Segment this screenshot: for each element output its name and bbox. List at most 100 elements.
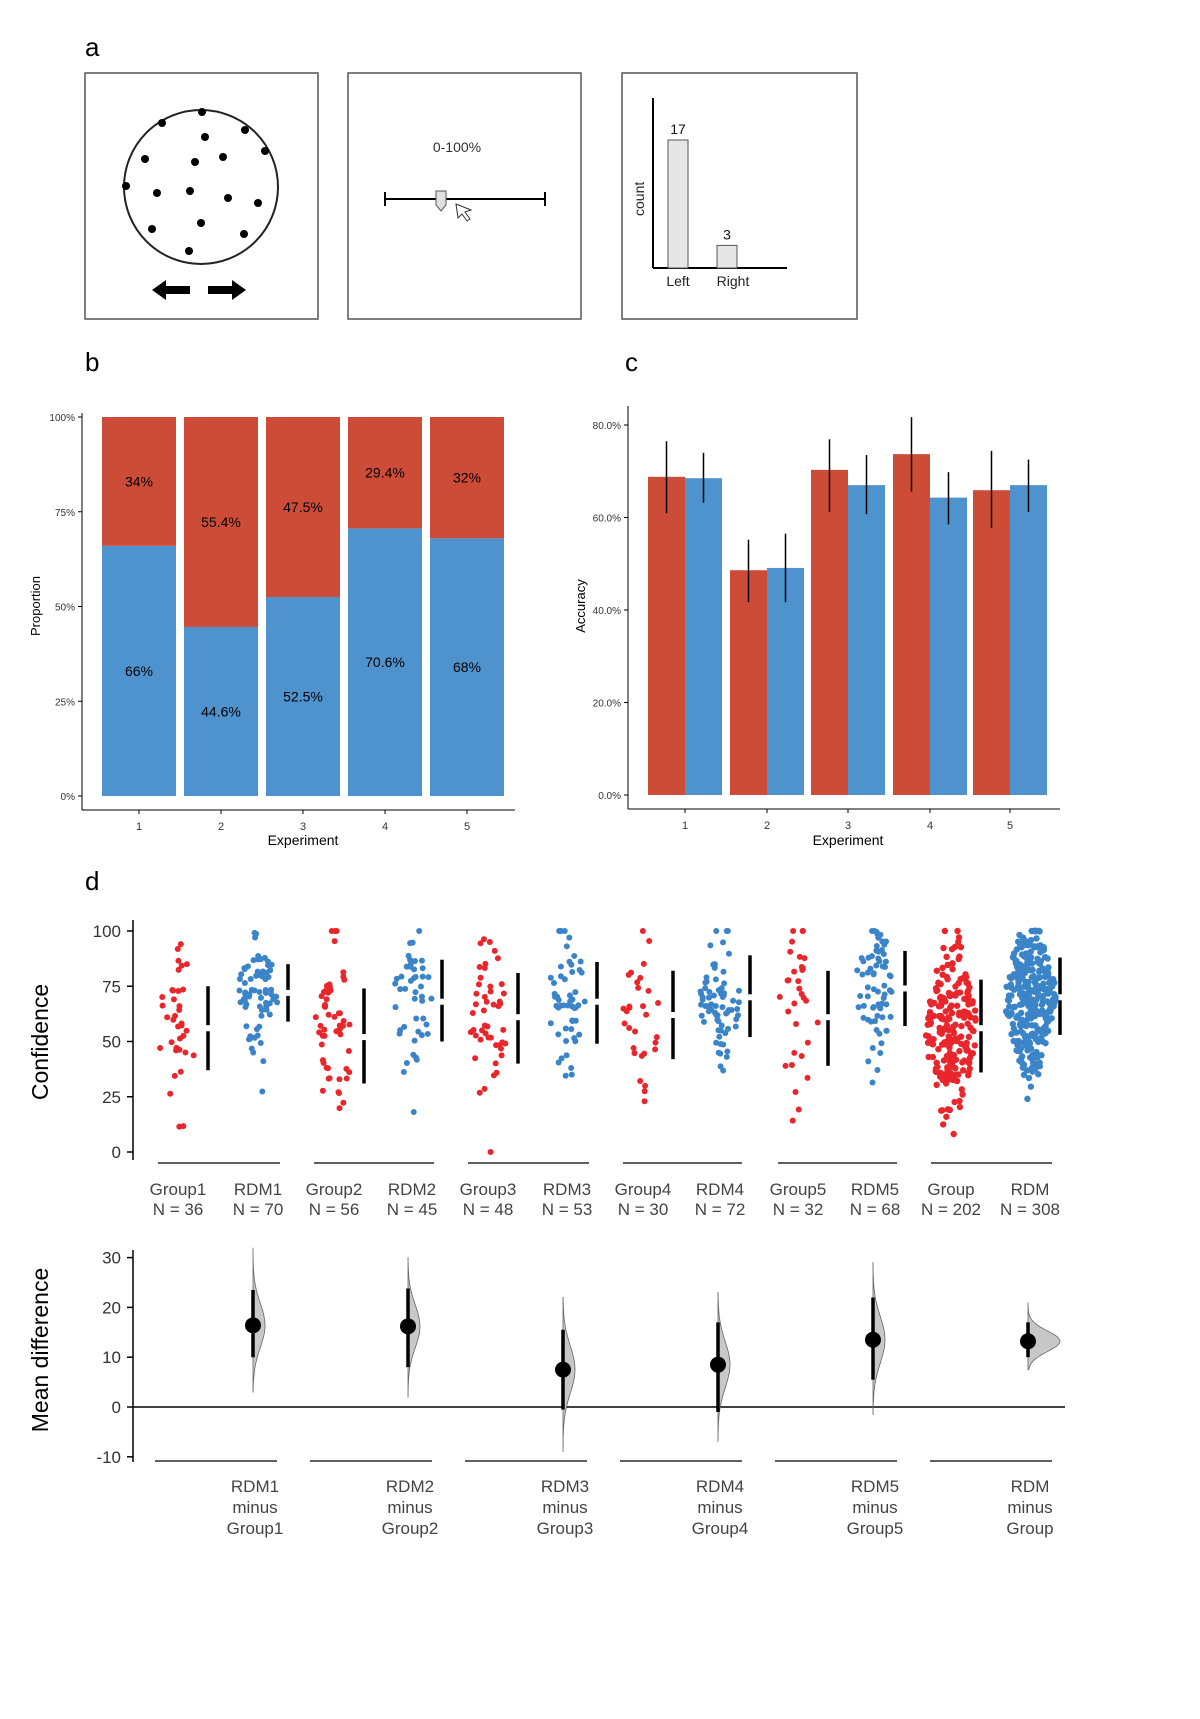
y-tick-label: 20 — [102, 1298, 121, 1317]
data-point — [1022, 983, 1030, 990]
comparison-label: RDM4 — [696, 1477, 744, 1496]
data-point — [257, 1039, 264, 1046]
bar-blue-exp5 — [1010, 485, 1047, 795]
data-point — [878, 1040, 885, 1047]
data-point — [706, 988, 713, 995]
stimulus-dot — [219, 153, 227, 161]
data-point — [318, 1041, 325, 1048]
data-point — [159, 1002, 166, 1009]
left-arrow-icon — [152, 280, 190, 300]
data-point — [335, 1089, 342, 1096]
data-point — [946, 1015, 953, 1023]
hist-x-label: Left — [666, 273, 689, 289]
swarm-group3 — [467, 936, 509, 1155]
data-point — [1035, 1071, 1042, 1078]
data-point — [795, 1106, 802, 1113]
data-point — [969, 1027, 976, 1034]
data-point — [321, 1026, 328, 1033]
data-point — [949, 960, 956, 967]
data-point — [410, 1051, 417, 1058]
data-point — [972, 1017, 979, 1024]
mean-difference-point — [245, 1317, 261, 1334]
data-point — [241, 980, 248, 987]
data-label-red: 29.4% — [365, 465, 405, 481]
data-point — [1044, 973, 1052, 980]
stimulus-dot — [191, 158, 199, 166]
slider-range-label: 0-100% — [433, 139, 481, 155]
data-point — [954, 927, 961, 935]
data-point — [320, 1059, 327, 1066]
comparison-label: Group2 — [382, 1519, 439, 1538]
slider-box — [347, 72, 582, 320]
comparison-label: minus — [542, 1498, 587, 1517]
data-point — [864, 969, 871, 976]
data-label-blue: 70.6% — [365, 654, 405, 670]
bar-red-exp4 — [893, 454, 930, 795]
data-point — [933, 967, 941, 974]
data-point — [247, 1035, 254, 1042]
data-point — [793, 1021, 800, 1028]
data-point — [1014, 938, 1022, 945]
data-point — [1032, 1022, 1039, 1029]
group-n-label: N = 30 — [618, 1200, 669, 1219]
data-point — [945, 1026, 952, 1034]
data-point — [958, 1086, 966, 1093]
data-point — [944, 1067, 951, 1075]
data-point — [481, 1085, 488, 1092]
data-point — [494, 955, 501, 962]
data-point — [870, 1004, 877, 1011]
data-point — [392, 980, 399, 987]
data-point — [572, 1038, 579, 1045]
data-point — [1013, 957, 1020, 964]
y-tick-label: 0 — [112, 1143, 121, 1162]
y-axis-title: Confidence — [27, 984, 53, 1100]
data-point — [955, 1071, 962, 1078]
data-point — [869, 1079, 876, 1086]
stimulus-dot — [153, 189, 161, 197]
data-point — [333, 1028, 340, 1035]
data-point — [411, 995, 418, 1002]
data-label-red: 34% — [125, 473, 153, 489]
data-point — [873, 943, 880, 950]
stimulus-dot — [197, 219, 205, 227]
data-point — [317, 1022, 324, 1029]
group-label: RDM4 — [696, 1180, 744, 1199]
data-point — [322, 1003, 329, 1010]
data-point — [955, 934, 963, 941]
data-point — [169, 986, 176, 993]
data-point — [250, 1049, 257, 1056]
data-point — [241, 966, 248, 973]
bootstrap-distribution — [252, 1247, 266, 1393]
y-tick-label: 25% — [55, 697, 75, 708]
data-point — [265, 973, 272, 980]
y-tick-label: 75% — [55, 508, 75, 519]
data-point — [869, 1045, 876, 1052]
data-point — [939, 964, 946, 972]
data-point — [1035, 992, 1042, 999]
data-point — [174, 946, 181, 953]
data-point — [562, 1025, 569, 1032]
data-point — [882, 963, 889, 970]
data-point — [168, 1039, 175, 1046]
data-point — [257, 994, 264, 1001]
data-point — [490, 1072, 497, 1079]
data-point — [1015, 1037, 1022, 1045]
data-point — [402, 985, 409, 992]
data-point — [312, 1014, 319, 1021]
data-point — [936, 1029, 943, 1036]
comparison-label: RDM3 — [541, 1477, 589, 1496]
data-point — [319, 1032, 326, 1039]
data-point — [735, 1012, 742, 1019]
group-label: RDM3 — [543, 1180, 591, 1199]
data-point — [874, 988, 881, 995]
mean-difference-point — [555, 1361, 571, 1378]
data-point — [880, 995, 887, 1002]
data-point — [566, 934, 573, 941]
data-point — [1033, 1010, 1040, 1017]
data-point — [171, 1072, 178, 1079]
data-point — [417, 983, 424, 990]
panel-c-accuracy-bar-chart: 0.0% 20.0% 40.0% 60.0% 80.0% 1 2 3 4 5 Experiment A… — [573, 406, 1060, 848]
data-point — [1018, 1016, 1026, 1023]
data-point — [718, 1022, 725, 1029]
data-point — [720, 1067, 727, 1074]
